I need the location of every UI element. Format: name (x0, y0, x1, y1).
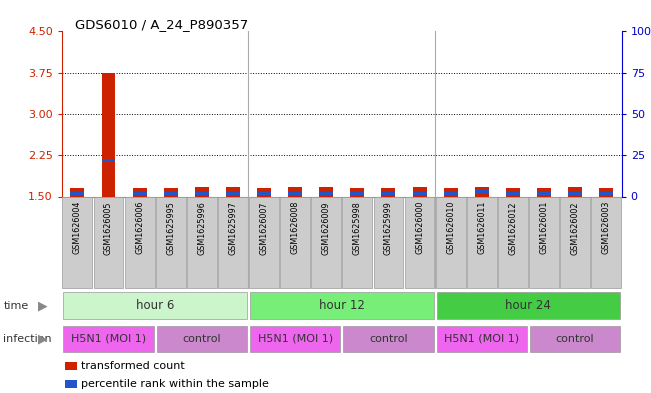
Bar (599, 192, 613, 195)
FancyBboxPatch shape (530, 326, 620, 352)
Bar (70, 192, 85, 195)
Bar (133, 192, 146, 195)
Text: percentile rank within the sample: percentile rank within the sample (81, 379, 270, 389)
Text: GSM1626007: GSM1626007 (260, 201, 268, 255)
FancyBboxPatch shape (218, 197, 248, 288)
Bar (64, 380, 77, 387)
Text: H5N1 (MOI 1): H5N1 (MOI 1) (444, 334, 519, 344)
Text: H5N1 (MOI 1): H5N1 (MOI 1) (71, 334, 146, 344)
FancyBboxPatch shape (436, 197, 465, 288)
Bar (163, 188, 178, 196)
FancyBboxPatch shape (498, 197, 528, 288)
Bar (475, 190, 489, 193)
Text: GSM1625998: GSM1625998 (353, 201, 362, 255)
Bar (475, 187, 489, 196)
Bar (537, 192, 551, 195)
Text: GSM1625995: GSM1625995 (166, 201, 175, 255)
Bar (102, 73, 115, 196)
Text: GSM1625999: GSM1625999 (384, 201, 393, 255)
Bar (568, 192, 582, 195)
FancyBboxPatch shape (250, 292, 434, 319)
Bar (350, 188, 365, 196)
Text: GSM1626010: GSM1626010 (446, 201, 455, 255)
Bar (64, 362, 77, 370)
FancyBboxPatch shape (280, 197, 310, 288)
Text: GSM1626008: GSM1626008 (290, 201, 299, 255)
Bar (102, 159, 115, 162)
Text: ▶: ▶ (38, 332, 48, 345)
FancyBboxPatch shape (250, 326, 340, 352)
Text: GSM1626001: GSM1626001 (540, 201, 548, 255)
Text: control: control (369, 334, 408, 344)
Text: control: control (182, 334, 221, 344)
Bar (568, 187, 582, 196)
Bar (506, 188, 520, 196)
Bar (381, 188, 395, 196)
Text: transformed count: transformed count (81, 361, 185, 371)
Text: GSM1626012: GSM1626012 (508, 201, 518, 255)
Text: GDS6010 / A_24_P890357: GDS6010 / A_24_P890357 (75, 18, 248, 31)
Bar (319, 187, 333, 196)
Bar (288, 187, 302, 196)
Bar (226, 192, 240, 195)
Text: GSM1625997: GSM1625997 (229, 201, 238, 255)
Bar (443, 192, 458, 195)
Bar (195, 192, 209, 195)
FancyBboxPatch shape (529, 197, 559, 288)
FancyBboxPatch shape (156, 197, 186, 288)
Text: GSM1626002: GSM1626002 (570, 201, 579, 255)
Bar (537, 188, 551, 196)
FancyBboxPatch shape (157, 326, 247, 352)
Bar (195, 187, 209, 196)
Text: GSM1626004: GSM1626004 (73, 201, 82, 255)
Text: GSM1625996: GSM1625996 (197, 201, 206, 255)
Bar (257, 192, 271, 195)
FancyBboxPatch shape (343, 326, 434, 352)
FancyBboxPatch shape (62, 197, 92, 288)
Bar (257, 188, 271, 196)
Bar (413, 187, 426, 196)
Text: GSM1626009: GSM1626009 (322, 201, 331, 255)
Text: GSM1626011: GSM1626011 (477, 201, 486, 255)
Text: GSM1626003: GSM1626003 (602, 201, 611, 255)
Bar (381, 192, 395, 195)
FancyBboxPatch shape (125, 197, 154, 288)
Bar (443, 188, 458, 196)
FancyBboxPatch shape (311, 197, 341, 288)
Text: GSM1626005: GSM1626005 (104, 201, 113, 255)
Bar (70, 188, 85, 196)
Text: GSM1626006: GSM1626006 (135, 201, 144, 255)
Bar (319, 192, 333, 195)
FancyBboxPatch shape (437, 292, 620, 319)
FancyBboxPatch shape (187, 197, 217, 288)
FancyBboxPatch shape (63, 326, 154, 352)
FancyBboxPatch shape (405, 197, 434, 288)
Bar (350, 192, 365, 195)
Bar (413, 192, 426, 195)
Bar (506, 192, 520, 195)
Text: control: control (556, 334, 594, 344)
Bar (133, 188, 146, 196)
Bar (599, 188, 613, 196)
Text: H5N1 (MOI 1): H5N1 (MOI 1) (258, 334, 333, 344)
Text: time: time (3, 301, 29, 310)
FancyBboxPatch shape (591, 197, 621, 288)
Text: hour 12: hour 12 (319, 299, 365, 312)
FancyBboxPatch shape (342, 197, 372, 288)
FancyBboxPatch shape (437, 326, 527, 352)
Text: infection: infection (3, 334, 52, 344)
Text: hour 24: hour 24 (505, 299, 551, 312)
FancyBboxPatch shape (560, 197, 590, 288)
FancyBboxPatch shape (63, 292, 247, 319)
FancyBboxPatch shape (467, 197, 497, 288)
Bar (226, 187, 240, 196)
Text: GSM1626000: GSM1626000 (415, 201, 424, 255)
Text: ▶: ▶ (38, 299, 48, 312)
FancyBboxPatch shape (94, 197, 124, 288)
Text: hour 6: hour 6 (136, 299, 174, 312)
FancyBboxPatch shape (249, 197, 279, 288)
Bar (163, 192, 178, 195)
Bar (288, 192, 302, 195)
FancyBboxPatch shape (374, 197, 404, 288)
